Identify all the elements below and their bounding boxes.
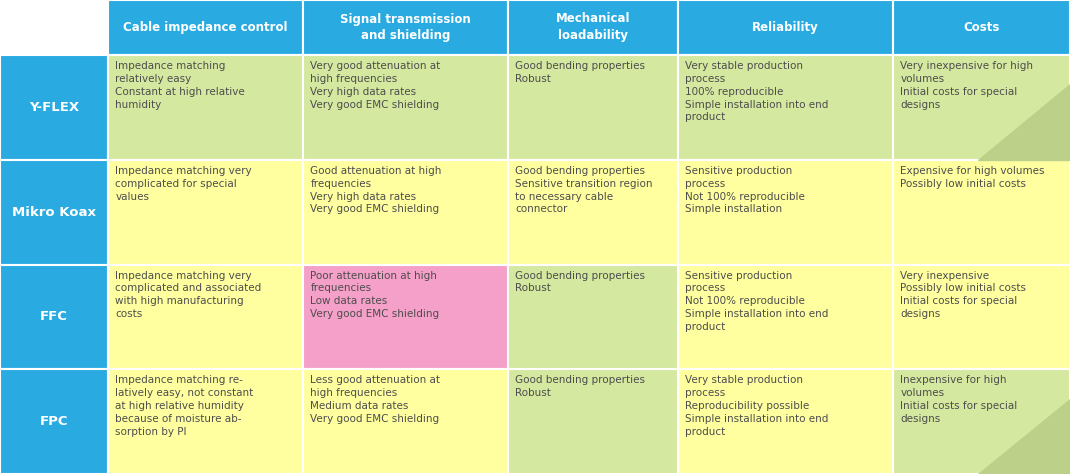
Text: Good bending properties
Robust: Good bending properties Robust	[516, 271, 645, 293]
Text: Impedance matching very
complicated for special
values: Impedance matching very complicated for …	[116, 166, 253, 201]
Bar	[893, 55, 1070, 160]
Bar	[508, 264, 678, 369]
Text: Very inexpensive
Possibly low initial costs
Initial costs for special
designs: Very inexpensive Possibly low initial co…	[901, 271, 1026, 319]
Bar	[303, 0, 508, 55]
Bar	[0, 160, 108, 264]
Bar	[0, 0, 108, 55]
Bar	[678, 55, 893, 160]
Bar	[508, 160, 678, 264]
Text: Sensitive production
process
Not 100% reproducible
Simple installation: Sensitive production process Not 100% re…	[686, 166, 806, 214]
Bar	[893, 369, 1070, 474]
Text: Good attenuation at high
frequencies
Very high data rates
Very good EMC shieldin: Good attenuation at high frequencies Ver…	[310, 166, 442, 214]
Bar	[678, 160, 893, 264]
Text: Inexpensive for high
volumes
Initial costs for special
designs: Inexpensive for high volumes Initial cos…	[901, 375, 1018, 424]
Text: Less good attenuation at
high frequencies
Medium data rates
Very good EMC shield: Less good attenuation at high frequencie…	[310, 375, 441, 424]
Text: Good bending properties
Robust: Good bending properties Robust	[516, 61, 645, 84]
Text: Cable impedance control: Cable impedance control	[123, 21, 288, 34]
Text: Costs: Costs	[963, 21, 999, 34]
Text: Y-FLEX: Y-FLEX	[29, 101, 79, 114]
Bar	[893, 264, 1070, 369]
Text: Good bending properties
Sensitive transition region
to necessary cable
connector: Good bending properties Sensitive transi…	[516, 166, 653, 214]
Bar	[0, 369, 108, 474]
Text: Very stable production
process
Reproducibility possible
Simple installation into: Very stable production process Reproduci…	[686, 375, 829, 437]
Bar	[893, 0, 1070, 55]
Text: Impedance matching very
complicated and associated
with high manufacturing
costs: Impedance matching very complicated and …	[116, 271, 262, 319]
Text: Very inexpensive for high
volumes
Initial costs for special
designs: Very inexpensive for high volumes Initia…	[901, 61, 1034, 109]
Bar	[893, 160, 1070, 264]
Bar	[508, 55, 678, 160]
Bar	[303, 55, 508, 160]
Text: Very stable production
process
100% reproducible
Simple installation into end
pr: Very stable production process 100% repr…	[686, 61, 829, 122]
Bar	[303, 369, 508, 474]
Bar	[108, 160, 303, 264]
Text: Very good attenuation at
high frequencies
Very high data rates
Very good EMC shi: Very good attenuation at high frequencie…	[310, 61, 441, 109]
Bar	[303, 264, 508, 369]
Text: Mikro Koax: Mikro Koax	[12, 206, 96, 219]
Bar	[678, 0, 893, 55]
Text: Impedance matching re-
latively easy, not constant
at high relative humidity
bec: Impedance matching re- latively easy, no…	[116, 375, 254, 437]
Text: Sensitive production
process
Not 100% reproducible
Simple installation into end
: Sensitive production process Not 100% re…	[686, 271, 829, 332]
Text: Poor attenuation at high
frequencies
Low data rates
Very good EMC shielding: Poor attenuation at high frequencies Low…	[310, 271, 440, 319]
Text: Good bending properties
Robust: Good bending properties Robust	[516, 375, 645, 398]
Text: Reliability: Reliability	[752, 21, 819, 34]
Text: FPC: FPC	[40, 415, 68, 428]
Polygon shape	[978, 84, 1070, 160]
Bar	[108, 369, 303, 474]
Text: Impedance matching
relatively easy
Constant at high relative
humidity: Impedance matching relatively easy Const…	[116, 61, 245, 109]
Bar	[108, 0, 303, 55]
Polygon shape	[978, 399, 1070, 474]
Bar	[0, 264, 108, 369]
Bar	[508, 369, 678, 474]
Bar	[108, 55, 303, 160]
Text: Signal transmission
and shielding: Signal transmission and shielding	[340, 12, 471, 43]
Bar	[678, 264, 893, 369]
Text: FFC: FFC	[40, 310, 67, 323]
Bar	[678, 369, 893, 474]
Bar	[508, 0, 678, 55]
Bar	[0, 55, 108, 160]
Bar	[303, 160, 508, 264]
Bar	[108, 264, 303, 369]
Text: Expensive for high volumes
Possibly low initial costs: Expensive for high volumes Possibly low …	[901, 166, 1045, 189]
Text: Mechanical
loadability: Mechanical loadability	[555, 12, 630, 43]
